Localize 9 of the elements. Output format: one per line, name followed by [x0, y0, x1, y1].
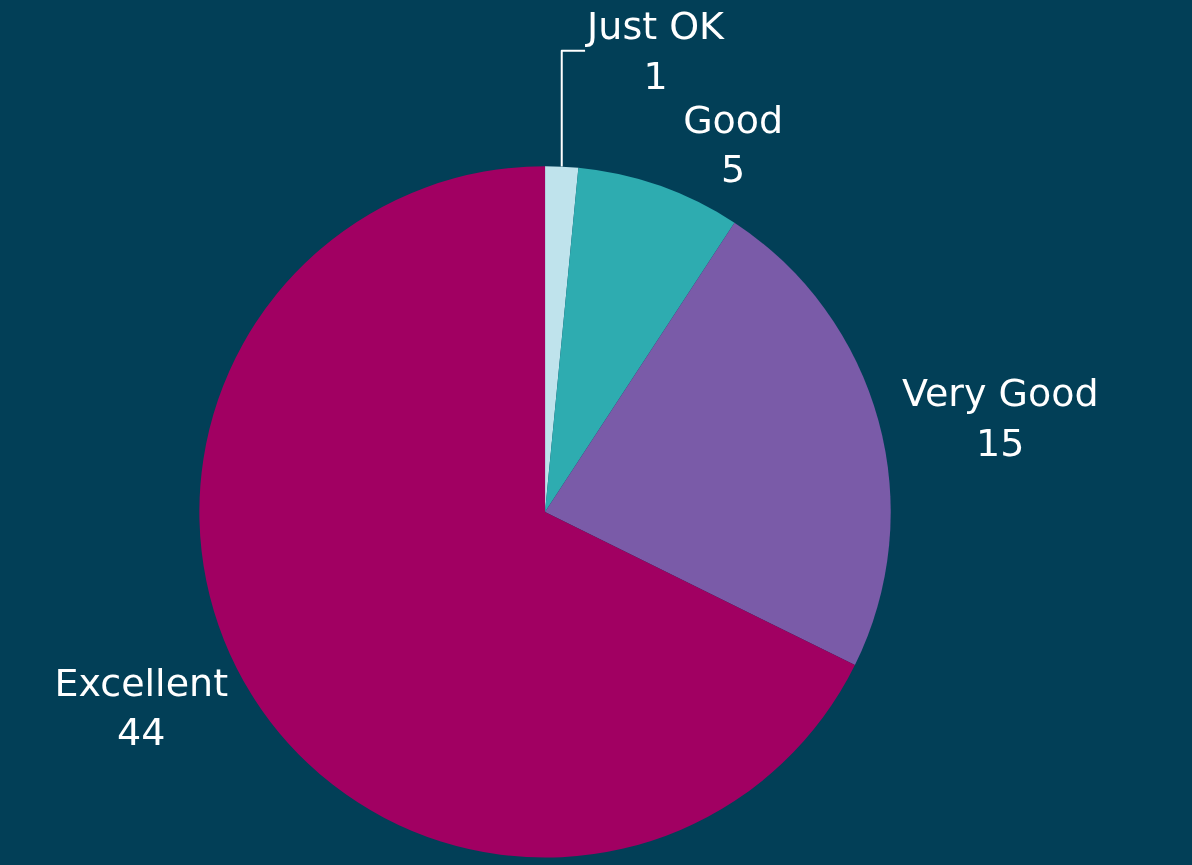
- pie-slice: [545, 222, 891, 666]
- data-label: 44: [117, 709, 166, 754]
- slice-label: Good: [683, 97, 784, 142]
- data-label: 15: [976, 420, 1025, 465]
- slice-label: Very Good: [901, 371, 1099, 416]
- data-label: 5: [721, 146, 746, 191]
- slice-label: Just OK: [585, 4, 726, 49]
- slice-label: Excellent: [54, 660, 229, 705]
- data-label: 1: [643, 53, 668, 98]
